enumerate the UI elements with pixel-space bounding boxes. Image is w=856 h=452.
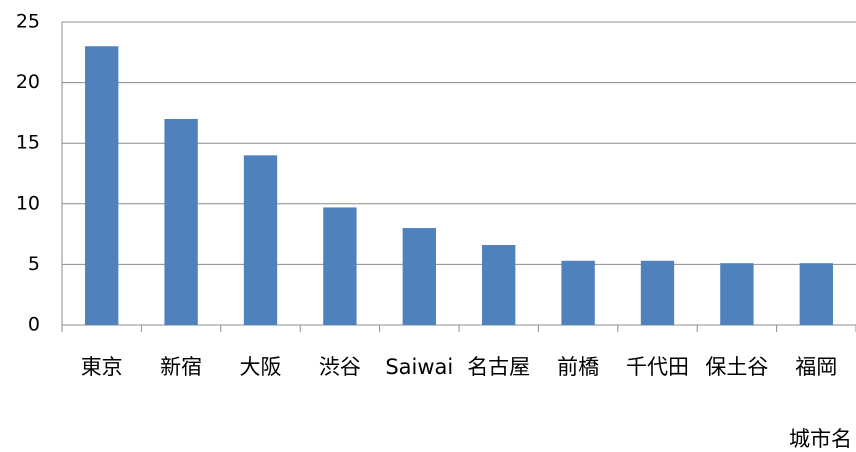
- x-tick-label: 東京: [81, 355, 123, 379]
- y-tick-label: 15: [16, 132, 40, 154]
- bar: [561, 260, 595, 325]
- y-tick-label: 0: [28, 314, 40, 336]
- bar: [164, 118, 198, 326]
- x-tick-label: 大阪: [240, 355, 282, 379]
- bar: [720, 263, 754, 325]
- x-axis-label: 城市名: [789, 427, 852, 451]
- bar: [482, 245, 516, 325]
- y-tick-label: 10: [16, 192, 40, 214]
- x-tick-label: 新宿: [160, 355, 202, 379]
- x-tick-label: 福岡: [795, 355, 837, 379]
- x-tick-label: 前橋: [557, 355, 599, 379]
- bar: [799, 263, 833, 325]
- y-tick-label: 20: [16, 71, 40, 93]
- bar: [640, 260, 675, 325]
- x-tick-label: Saiwai: [385, 355, 453, 379]
- x-tick-label: 保土谷: [705, 355, 768, 379]
- bar: [243, 155, 278, 325]
- x-tick-label: 千代田: [626, 355, 689, 379]
- bar: [402, 228, 436, 325]
- bar: [323, 207, 357, 325]
- bar: [85, 46, 119, 326]
- y-tick-label: 5: [28, 253, 40, 275]
- x-tick-label: 名古屋: [467, 355, 530, 379]
- x-tick-label: 渋谷: [319, 355, 361, 379]
- y-tick-label: 25: [16, 11, 40, 33]
